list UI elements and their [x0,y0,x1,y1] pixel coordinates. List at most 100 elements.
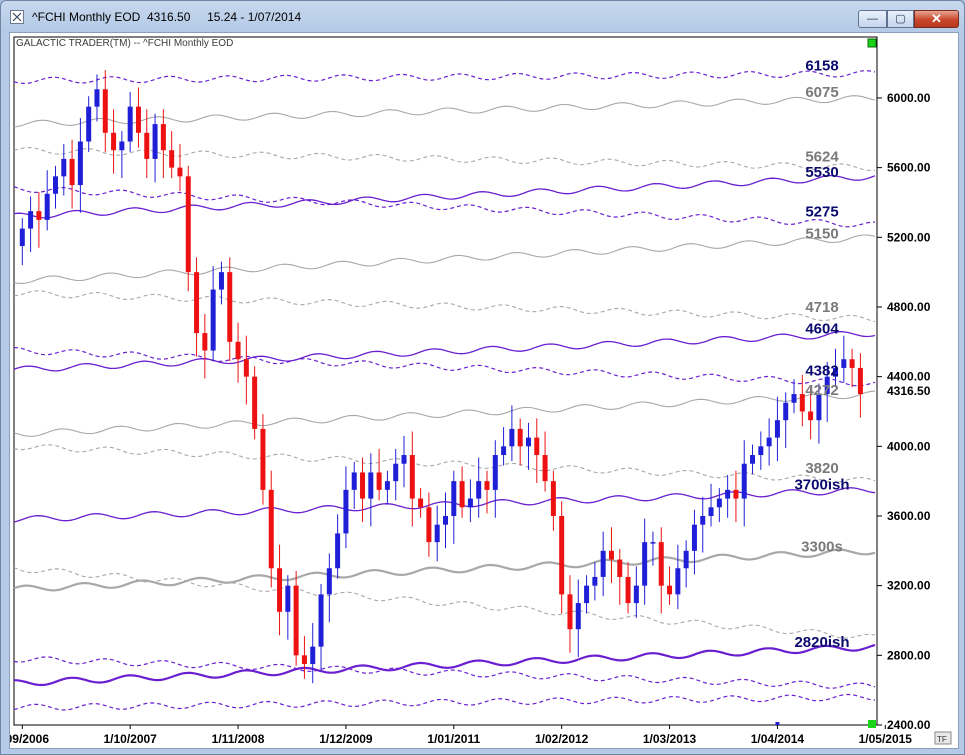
chart-app-icon[interactable] [10,10,24,24]
candle-body [384,481,390,490]
plot-frame [13,36,878,726]
candle-body [733,489,739,499]
candle-body [525,437,531,447]
band-line [13,548,876,592]
x-tick-label: 1/05/2015 [859,732,913,746]
x-tick-label: 1/02/2012 [535,732,589,746]
candle-body [102,89,108,133]
candle-body [61,158,67,177]
band-line [13,290,876,323]
candle-body [44,193,50,220]
candle-body [36,211,42,220]
band-label: 5275 [805,204,838,221]
title-symbol: ^FCHI Monthly EOD [32,10,141,24]
maximize-button[interactable]: ▢ [887,10,914,28]
candle-body [741,463,747,499]
candle-body [700,515,706,525]
candle-body [169,150,175,168]
candle-body [542,455,548,482]
candle-body [210,289,216,351]
band-line [13,234,876,284]
y-tick-label: 5600.00 [887,161,931,175]
candle-body [235,341,241,360]
band-line [13,643,876,687]
candle-body [683,550,689,569]
candle-body [849,359,855,368]
candle-body [708,507,714,516]
title-bar[interactable]: ^FCHI Monthly EOD 4316.50 15.24 - 1/07/2… [1,1,964,31]
candle-body [194,272,200,334]
candle-body [227,272,233,342]
candle-body [409,455,415,499]
candle-body [642,542,648,586]
candle-body [426,507,432,543]
candle-body [667,585,673,595]
candle-body [177,167,183,177]
band-line [13,487,876,523]
candle-body [260,428,266,490]
x-tick-label: 1/09/2006 [10,732,49,746]
bottom-marker-box[interactable] [868,720,876,728]
candle-body [434,524,440,543]
y-tick-label: 3200.00 [887,579,931,593]
candle-body [310,646,316,665]
chart-panel[interactable]: 2400.00 2800.00 3200.00 3600.00 4000.00 4400.… [0,32,959,749]
candle-body [393,463,399,482]
band-line [13,186,876,228]
candle-body [243,359,249,377]
band-line [13,444,876,483]
candle-body [368,472,374,499]
candle-body [94,89,100,107]
candle-body [376,472,382,490]
candle-body [318,594,324,647]
candle-body [451,481,457,516]
candle-body [160,124,166,151]
chart-background [10,33,958,748]
candle-body [28,211,34,229]
y-tick-label: 4000.00 [887,439,931,453]
top-marker-box[interactable] [867,38,877,48]
y-tick-label: 6000.00 [887,91,931,105]
title-info: 15.24 - 1/07/2014 [207,10,302,24]
timeframe-badge[interactable] [934,731,952,745]
minimize-button[interactable]: — [858,10,887,28]
band-label: 6158 [805,57,838,74]
candle-body [833,367,839,377]
x-tick-label: 1/11/2008 [212,732,265,746]
candle-body [534,437,540,456]
candle-body [492,455,498,490]
candle-body [766,437,772,447]
band-label: 4272 [805,382,838,399]
candle-body [584,585,590,604]
y-tick-label: 3600.00 [887,509,931,523]
band-label: 6075 [805,84,838,101]
x-tick-label: 1/12/2009 [319,732,373,746]
candle-body [791,394,797,403]
window-title: ^FCHI Monthly EOD 4316.50 15.24 - 1/07/2… [32,10,301,24]
candle-body [476,481,482,499]
candle-body [185,176,191,273]
candle-body [135,106,141,133]
close-button[interactable]: ✕ [914,10,959,28]
candle-body [144,132,150,159]
y-tick-label: 5200.00 [887,230,931,244]
candle-body [750,455,756,464]
candle-body [285,585,291,612]
candle-body [617,559,623,577]
candle-body [824,376,830,395]
candle-body [326,568,332,595]
band-line [13,656,876,689]
price-chart[interactable]: 2400.00 2800.00 3200.00 3600.00 4000.00 4400.… [0,33,958,748]
band-label: 5150 [805,226,838,243]
candle-body [716,498,722,508]
candle-body [841,359,847,368]
candle-body [650,542,656,544]
candle-body [608,550,614,560]
candle-body [202,333,208,351]
candle-body [127,106,133,142]
candle-body [575,603,581,630]
candle-body [268,489,274,569]
cycle-bands [13,70,876,711]
y-tick-label: 4400.00 [887,370,931,384]
